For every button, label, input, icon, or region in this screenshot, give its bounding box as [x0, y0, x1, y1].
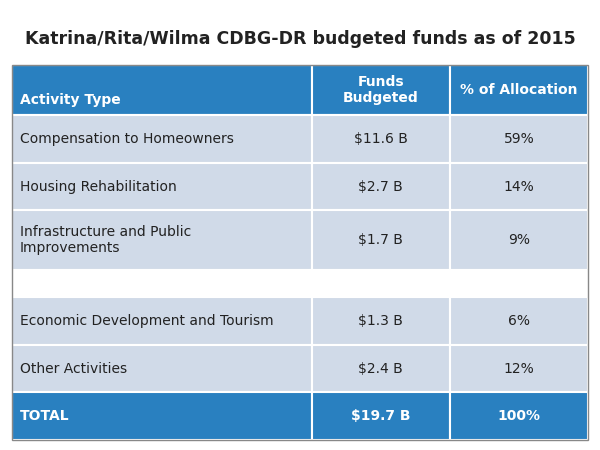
Text: $2.7 B: $2.7 B — [358, 180, 403, 194]
Text: Funds
Budgeted: Funds Budgeted — [343, 75, 419, 105]
Text: Economic Development and Tourism: Economic Development and Tourism — [20, 314, 274, 328]
Bar — [311, 211, 450, 270]
Bar — [12, 163, 311, 211]
Text: $1.3 B: $1.3 B — [358, 314, 403, 328]
Bar — [12, 211, 311, 270]
Bar — [450, 65, 588, 115]
Bar — [311, 65, 450, 115]
Text: Housing Rehabilitation: Housing Rehabilitation — [20, 180, 177, 194]
Text: 12%: 12% — [503, 362, 534, 376]
Bar — [450, 163, 588, 211]
Text: 59%: 59% — [503, 132, 534, 146]
Bar — [12, 297, 311, 345]
Text: 6%: 6% — [508, 314, 530, 328]
Bar — [450, 211, 588, 270]
Text: $2.4 B: $2.4 B — [358, 362, 403, 376]
Bar — [311, 345, 450, 392]
Bar — [450, 115, 588, 163]
Bar — [450, 297, 588, 345]
Bar — [311, 270, 450, 297]
Text: % of Allocation: % of Allocation — [460, 83, 578, 97]
Text: Infrastructure and Public
Improvements: Infrastructure and Public Improvements — [20, 225, 191, 255]
Bar — [311, 163, 450, 211]
Text: 100%: 100% — [497, 409, 541, 423]
Text: $11.6 B: $11.6 B — [354, 132, 407, 146]
Bar — [12, 65, 588, 440]
Text: Katrina/Rita/Wilma CDBG-DR budgeted funds as of 2015: Katrina/Rita/Wilma CDBG-DR budgeted fund… — [25, 30, 575, 48]
Bar — [12, 115, 311, 163]
Bar — [12, 270, 311, 297]
Bar — [311, 392, 450, 440]
Text: TOTAL: TOTAL — [20, 409, 70, 423]
Bar — [450, 392, 588, 440]
Text: 9%: 9% — [508, 233, 530, 247]
Text: Compensation to Homeowners: Compensation to Homeowners — [20, 132, 234, 146]
Text: $1.7 B: $1.7 B — [358, 233, 403, 247]
Bar — [12, 65, 311, 115]
Text: Other Activities: Other Activities — [20, 362, 127, 376]
Bar — [450, 345, 588, 392]
Bar — [311, 297, 450, 345]
Bar — [12, 392, 311, 440]
Text: 14%: 14% — [503, 180, 534, 194]
Bar — [311, 115, 450, 163]
Bar — [450, 270, 588, 297]
Bar — [12, 345, 311, 392]
Text: $19.7 B: $19.7 B — [351, 409, 410, 423]
Text: Activity Type: Activity Type — [20, 93, 121, 107]
